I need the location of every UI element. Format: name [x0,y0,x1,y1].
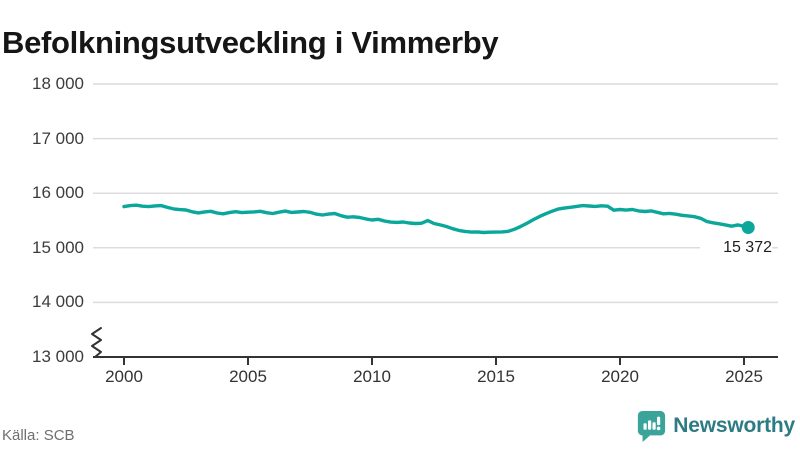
x-axis-tick-label: 2025 [725,367,763,386]
x-axis-tick-label: 2020 [601,367,639,386]
x-axis-tick-label: 2015 [477,367,515,386]
newsworthy-chart-bubble-icon [638,411,666,442]
x-axis-tick-label: 2010 [353,367,391,386]
y-axis-tick-label: 14 000 [32,292,84,311]
y-axis-tick-label: 13 000 [32,347,84,366]
y-axis-tick-label: 15 000 [32,238,84,257]
last-value-label: 15 372 [700,238,772,257]
y-axis-tick-label: 16 000 [32,183,84,202]
y-axis-tick-label: 17 000 [32,129,84,148]
newsworthy-logo: Newsworthy [636,410,795,442]
y-axis-tick-label: 18 000 [32,74,84,93]
x-axis-tick-label: 2005 [229,367,267,386]
page-title: Befolkningsutveckling i Vimmerby [2,24,499,60]
source-credit: Källa: SCB [2,427,75,444]
newsworthy-wordmark: Newsworthy [673,414,795,437]
x-axis-tick-label: 2000 [105,367,143,386]
